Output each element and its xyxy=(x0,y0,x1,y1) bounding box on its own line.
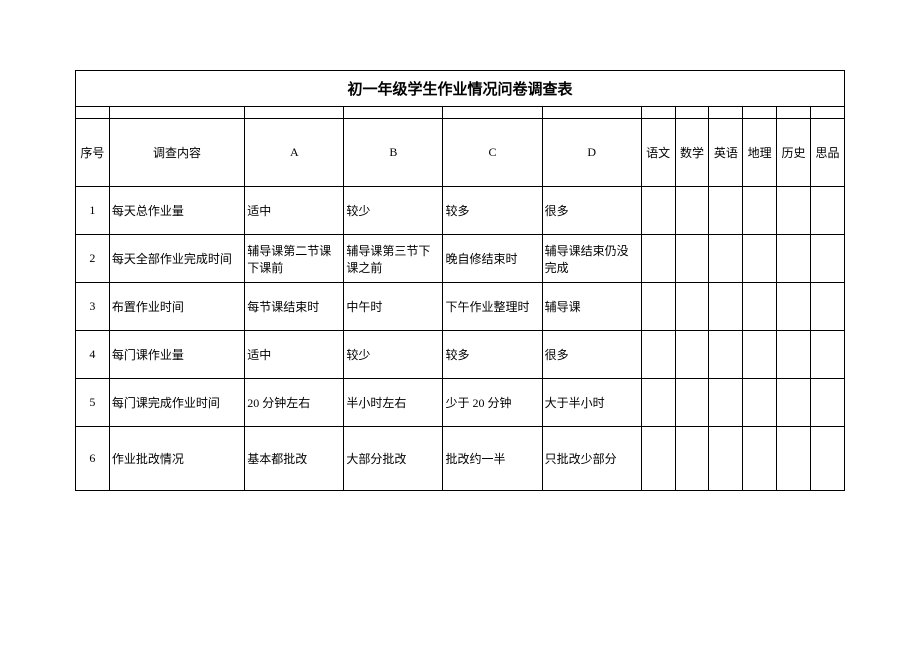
survey-table: 初一年级学生作业情况问卷调查表 序号 调查内容 A B C D 语文 数学 英语… xyxy=(75,70,845,491)
cell-content: 每门课作业量 xyxy=(109,331,244,379)
table-row: 6 作业批改情况 基本都批改 大部分批改 批改约一半 只批改少部分 xyxy=(76,427,845,491)
header-a: A xyxy=(245,119,344,187)
header-b: B xyxy=(344,119,443,187)
cell-seq: 6 xyxy=(76,427,110,491)
cell-content: 每天全部作业完成时间 xyxy=(109,235,244,283)
cell-a: 适中 xyxy=(245,331,344,379)
cell-a: 辅导课第二节课下课前 xyxy=(245,235,344,283)
cell-a: 20 分钟左右 xyxy=(245,379,344,427)
cell-content: 作业批改情况 xyxy=(109,427,244,491)
cell-seq: 2 xyxy=(76,235,110,283)
header-subject: 数学 xyxy=(675,119,709,187)
cell-a: 基本都批改 xyxy=(245,427,344,491)
cell-seq: 5 xyxy=(76,379,110,427)
cell-d: 大于半小时 xyxy=(542,379,641,427)
header-subject: 语文 xyxy=(641,119,675,187)
cell-c: 少于 20 分钟 xyxy=(443,379,542,427)
table-row: 1 每天总作业量 适中 较少 较多 很多 xyxy=(76,187,845,235)
cell-seq: 1 xyxy=(76,187,110,235)
header-subject: 历史 xyxy=(777,119,811,187)
cell-c: 较多 xyxy=(443,187,542,235)
spacer-row xyxy=(76,107,845,119)
header-c: C xyxy=(443,119,542,187)
table-row: 2 每天全部作业完成时间 辅导课第二节课下课前 辅导课第三节下课之前 晚自修结束… xyxy=(76,235,845,283)
cell-b: 辅导课第三节下课之前 xyxy=(344,235,443,283)
cell-a: 适中 xyxy=(245,187,344,235)
cell-a: 每节课结束时 xyxy=(245,283,344,331)
cell-d: 只批改少部分 xyxy=(542,427,641,491)
header-content: 调查内容 xyxy=(109,119,244,187)
cell-content: 布置作业时间 xyxy=(109,283,244,331)
cell-seq: 4 xyxy=(76,331,110,379)
cell-d: 辅导课 xyxy=(542,283,641,331)
cell-d: 很多 xyxy=(542,187,641,235)
cell-c: 较多 xyxy=(443,331,542,379)
cell-content: 每门课完成作业时间 xyxy=(109,379,244,427)
cell-d: 辅导课结束仍没完成 xyxy=(542,235,641,283)
cell-b: 较少 xyxy=(344,187,443,235)
cell-c: 下午作业整理时 xyxy=(443,283,542,331)
header-d: D xyxy=(542,119,641,187)
cell-b: 中午时 xyxy=(344,283,443,331)
cell-b: 半小时左右 xyxy=(344,379,443,427)
table-row: 3 布置作业时间 每节课结束时 中午时 下午作业整理时 辅导课 xyxy=(76,283,845,331)
header-seq: 序号 xyxy=(76,119,110,187)
cell-c: 批改约一半 xyxy=(443,427,542,491)
cell-b: 较少 xyxy=(344,331,443,379)
cell-d: 很多 xyxy=(542,331,641,379)
cell-content: 每天总作业量 xyxy=(109,187,244,235)
header-subject: 英语 xyxy=(709,119,743,187)
cell-b: 大部分批改 xyxy=(344,427,443,491)
cell-c: 晚自修结束时 xyxy=(443,235,542,283)
header-subject: 思品 xyxy=(810,119,844,187)
table-row: 4 每门课作业量 适中 较少 较多 很多 xyxy=(76,331,845,379)
header-row: 序号 调查内容 A B C D 语文 数学 英语 地理 历史 思品 xyxy=(76,119,845,187)
cell-seq: 3 xyxy=(76,283,110,331)
table-row: 5 每门课完成作业时间 20 分钟左右 半小时左右 少于 20 分钟 大于半小时 xyxy=(76,379,845,427)
header-subject: 地理 xyxy=(743,119,777,187)
table-title: 初一年级学生作业情况问卷调查表 xyxy=(76,71,845,107)
title-row: 初一年级学生作业情况问卷调查表 xyxy=(76,71,845,107)
